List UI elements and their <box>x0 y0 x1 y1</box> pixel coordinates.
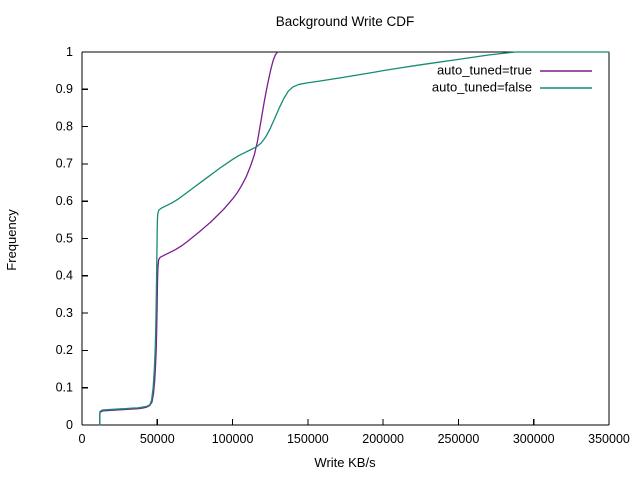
y-tick-label: 0.6 <box>56 194 73 208</box>
y-axis-title: Frequency <box>4 209 19 271</box>
y-tick-label: 0.9 <box>56 82 73 96</box>
series-line-auto-tuned-false <box>99 51 610 426</box>
chart-title: Background Write CDF <box>276 14 415 29</box>
y-tick-label: 0.7 <box>56 157 73 171</box>
y-axis-ticks: 0 0.1 0.2 0.3 0.4 0.5 0.6 0.7 0.8 0.9 1 <box>56 45 88 432</box>
series-line-auto-tuned-true <box>99 51 279 426</box>
y-tick-label: 0 <box>66 418 73 432</box>
legend: auto_tuned=true auto_tuned=false <box>432 62 592 94</box>
x-tick-label: 300000 <box>513 432 555 446</box>
x-tick-label: 200000 <box>362 432 404 446</box>
y-tick-label: 0.8 <box>56 119 73 133</box>
y-tick-label: 1 <box>66 45 73 59</box>
x-tick-label: 50000 <box>140 432 175 446</box>
y-tick-label: 0.3 <box>56 306 73 320</box>
x-tick-label: 0 <box>79 432 86 446</box>
x-axis-ticks: 0 50000 100000 150000 200000 250000 300000 3500… <box>79 419 630 446</box>
x-tick-label: 250000 <box>438 432 480 446</box>
legend-label-0: auto_tuned=true <box>437 62 532 77</box>
y-tick-label: 0.2 <box>56 343 73 357</box>
x-axis-title: Write KB/s <box>314 455 376 470</box>
x-tick-label: 150000 <box>287 432 329 446</box>
y-tick-label: 0.4 <box>56 269 73 283</box>
y-tick-label: 0.5 <box>56 231 73 245</box>
legend-label-1: auto_tuned=false <box>432 79 532 94</box>
y-tick-label: 0.1 <box>56 380 73 394</box>
x-tick-label: 100000 <box>212 432 254 446</box>
x-tick-label: 350000 <box>588 432 630 446</box>
data-series-group <box>99 51 610 426</box>
